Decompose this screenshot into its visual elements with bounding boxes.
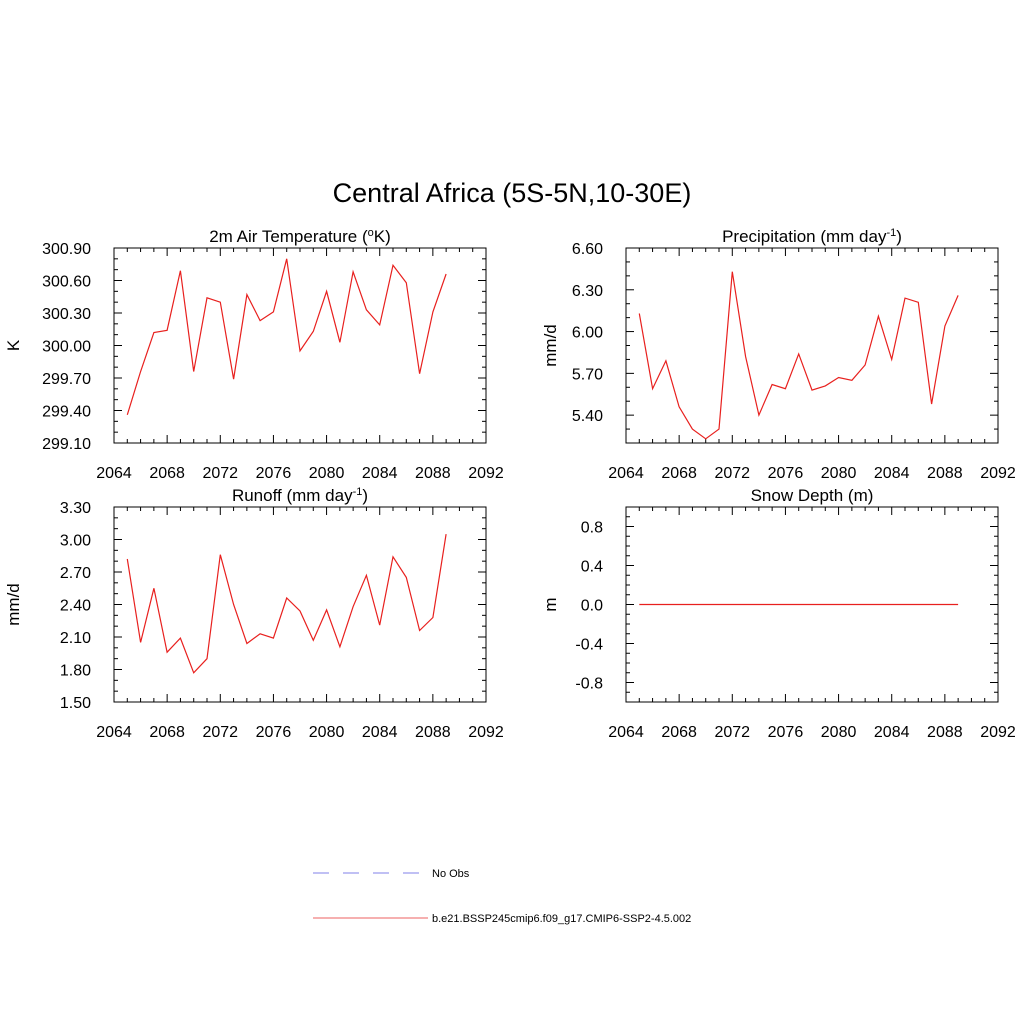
series-line <box>126 258 447 415</box>
x-tick-label: 2080 <box>821 724 857 741</box>
legend-item: b.e21.BSSP245cmip6.f09_g17.CMIP6-SSP2-4.… <box>313 913 691 925</box>
x-tick-label: 2064 <box>608 465 644 482</box>
x-tick-label: 2068 <box>149 465 185 482</box>
panel-3: 2064 2068 2072 2076 2080 2084 2088 2092 1.50 1.80… <box>4 486 504 741</box>
y-tick-label: 3.30 <box>60 500 91 517</box>
y-tick-label: 1.80 <box>60 663 91 680</box>
y-tick-label: 300.30 <box>42 306 91 323</box>
y-tick-label: 300.90 <box>42 241 91 258</box>
x-tick-label: 2068 <box>661 724 697 741</box>
panel-4: 2064 2068 2072 2076 2080 2084 2088 2092 -0.8 -0.4… <box>541 486 1016 741</box>
y-tick-label: 6.00 <box>572 325 603 342</box>
x-tick-label: 2064 <box>96 465 132 482</box>
panel-title: Runoff (mm day-1) <box>232 486 368 505</box>
y-tick-label: 6.60 <box>572 241 603 258</box>
y-tick-label: -0.4 <box>575 637 603 654</box>
y-axis-label: mm/d <box>4 583 23 626</box>
panels: 2064 2068 2072 2076 2080 2084 2088 2092 299.10 29… <box>4 227 1016 741</box>
x-tick-label: 2064 <box>608 724 644 741</box>
plot-frame <box>113 506 487 703</box>
y-tick-label: 299.40 <box>42 404 91 421</box>
x-tick-label: 2072 <box>202 724 238 741</box>
y-tick-label: 3.00 <box>60 533 91 550</box>
x-tick-label: 2072 <box>202 465 238 482</box>
figure-title: Central Africa (5S-5N,10-30E) <box>333 178 692 208</box>
y-tick-label: 299.70 <box>42 371 91 388</box>
series-line <box>126 534 447 674</box>
plot-frame <box>113 247 487 444</box>
y-tick-label: 5.70 <box>572 366 603 383</box>
x-tick-label: 2072 <box>714 465 750 482</box>
x-tick-label: 2092 <box>468 724 504 741</box>
panel-2: 2064 2068 2072 2076 2080 2084 2088 2092 5.40 5.70… <box>541 227 1016 482</box>
x-tick-label: 2076 <box>768 724 804 741</box>
x-tick-label: 2088 <box>415 724 451 741</box>
plot-frame <box>625 247 999 444</box>
x-tick-label: 2076 <box>256 465 292 482</box>
legend-label: b.e21.BSSP245cmip6.f09_g17.CMIP6-SSP2-4.… <box>432 913 691 925</box>
legend-label: No Obs <box>432 868 470 880</box>
panel-title: Precipitation (mm day-1) <box>722 227 902 246</box>
y-tick-label: 2.40 <box>60 598 91 615</box>
panel-title: 2m Air Temperature (oK) <box>209 227 391 246</box>
y-tick-label: 0.4 <box>581 559 603 576</box>
x-tick-label: 2068 <box>149 724 185 741</box>
x-tick-label: 2092 <box>980 465 1016 482</box>
x-tick-label: 2080 <box>309 724 345 741</box>
y-tick-label: 0.8 <box>581 520 603 537</box>
y-tick-label: 300.00 <box>42 339 91 356</box>
series-line <box>638 271 959 440</box>
panel-1: 2064 2068 2072 2076 2080 2084 2088 2092 299.10 29… <box>4 227 504 482</box>
y-tick-label: 2.70 <box>60 565 91 582</box>
x-tick-label: 2088 <box>415 465 451 482</box>
y-axis-label: mm/d <box>541 324 560 367</box>
x-tick-label: 2084 <box>874 724 910 741</box>
x-tick-label: 2068 <box>661 465 697 482</box>
legend-item: No Obs <box>313 868 470 880</box>
y-tick-label: 300.60 <box>42 274 91 291</box>
y-tick-label: 0.0 <box>581 598 603 615</box>
x-tick-label: 2076 <box>256 724 292 741</box>
x-tick-label: 2064 <box>96 724 132 741</box>
panel-title: Snow Depth (m) <box>751 486 874 505</box>
y-tick-label: 2.10 <box>60 630 91 647</box>
x-tick-label: 2084 <box>362 724 398 741</box>
x-tick-label: 2084 <box>874 465 910 482</box>
x-tick-label: 2084 <box>362 465 398 482</box>
y-axis-label: K <box>4 339 23 351</box>
y-tick-label: 299.10 <box>42 436 91 453</box>
y-axis-label: m <box>541 597 560 611</box>
x-tick-label: 2092 <box>980 724 1016 741</box>
x-tick-label: 2080 <box>309 465 345 482</box>
y-tick-label: 5.40 <box>572 408 603 425</box>
y-tick-label: 6.30 <box>572 283 603 300</box>
x-tick-label: 2088 <box>927 465 963 482</box>
y-tick-label: -0.8 <box>575 676 603 693</box>
legend: No Obs b.e21.BSSP245cmip6.f09_g17.CMIP6-S… <box>313 868 691 925</box>
x-tick-label: 2088 <box>927 724 963 741</box>
x-tick-label: 2092 <box>468 465 504 482</box>
x-tick-label: 2072 <box>714 724 750 741</box>
x-tick-label: 2080 <box>821 465 857 482</box>
x-tick-label: 2076 <box>768 465 804 482</box>
y-tick-label: 1.50 <box>60 695 91 712</box>
